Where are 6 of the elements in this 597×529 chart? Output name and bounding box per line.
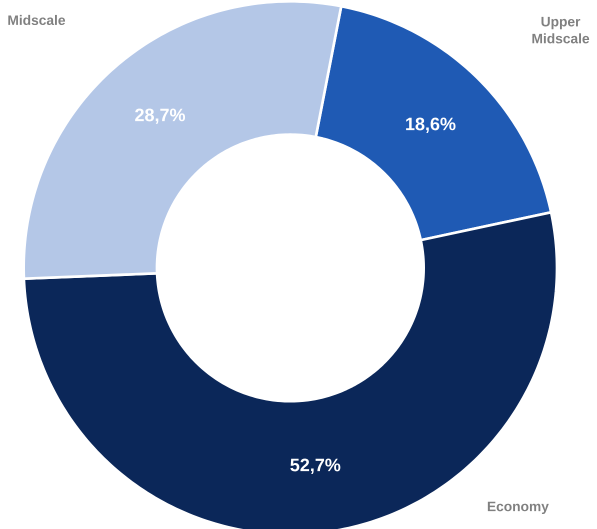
slice-label: Upper Midscale	[532, 16, 590, 44]
slice-label: Economy	[488, 502, 549, 514]
data-label: 18,6%	[406, 117, 456, 133]
data-label: 52,7%	[290, 458, 340, 474]
slice-label: Midscale	[8, 14, 66, 25]
data-label: 28,7%	[135, 108, 186, 124]
